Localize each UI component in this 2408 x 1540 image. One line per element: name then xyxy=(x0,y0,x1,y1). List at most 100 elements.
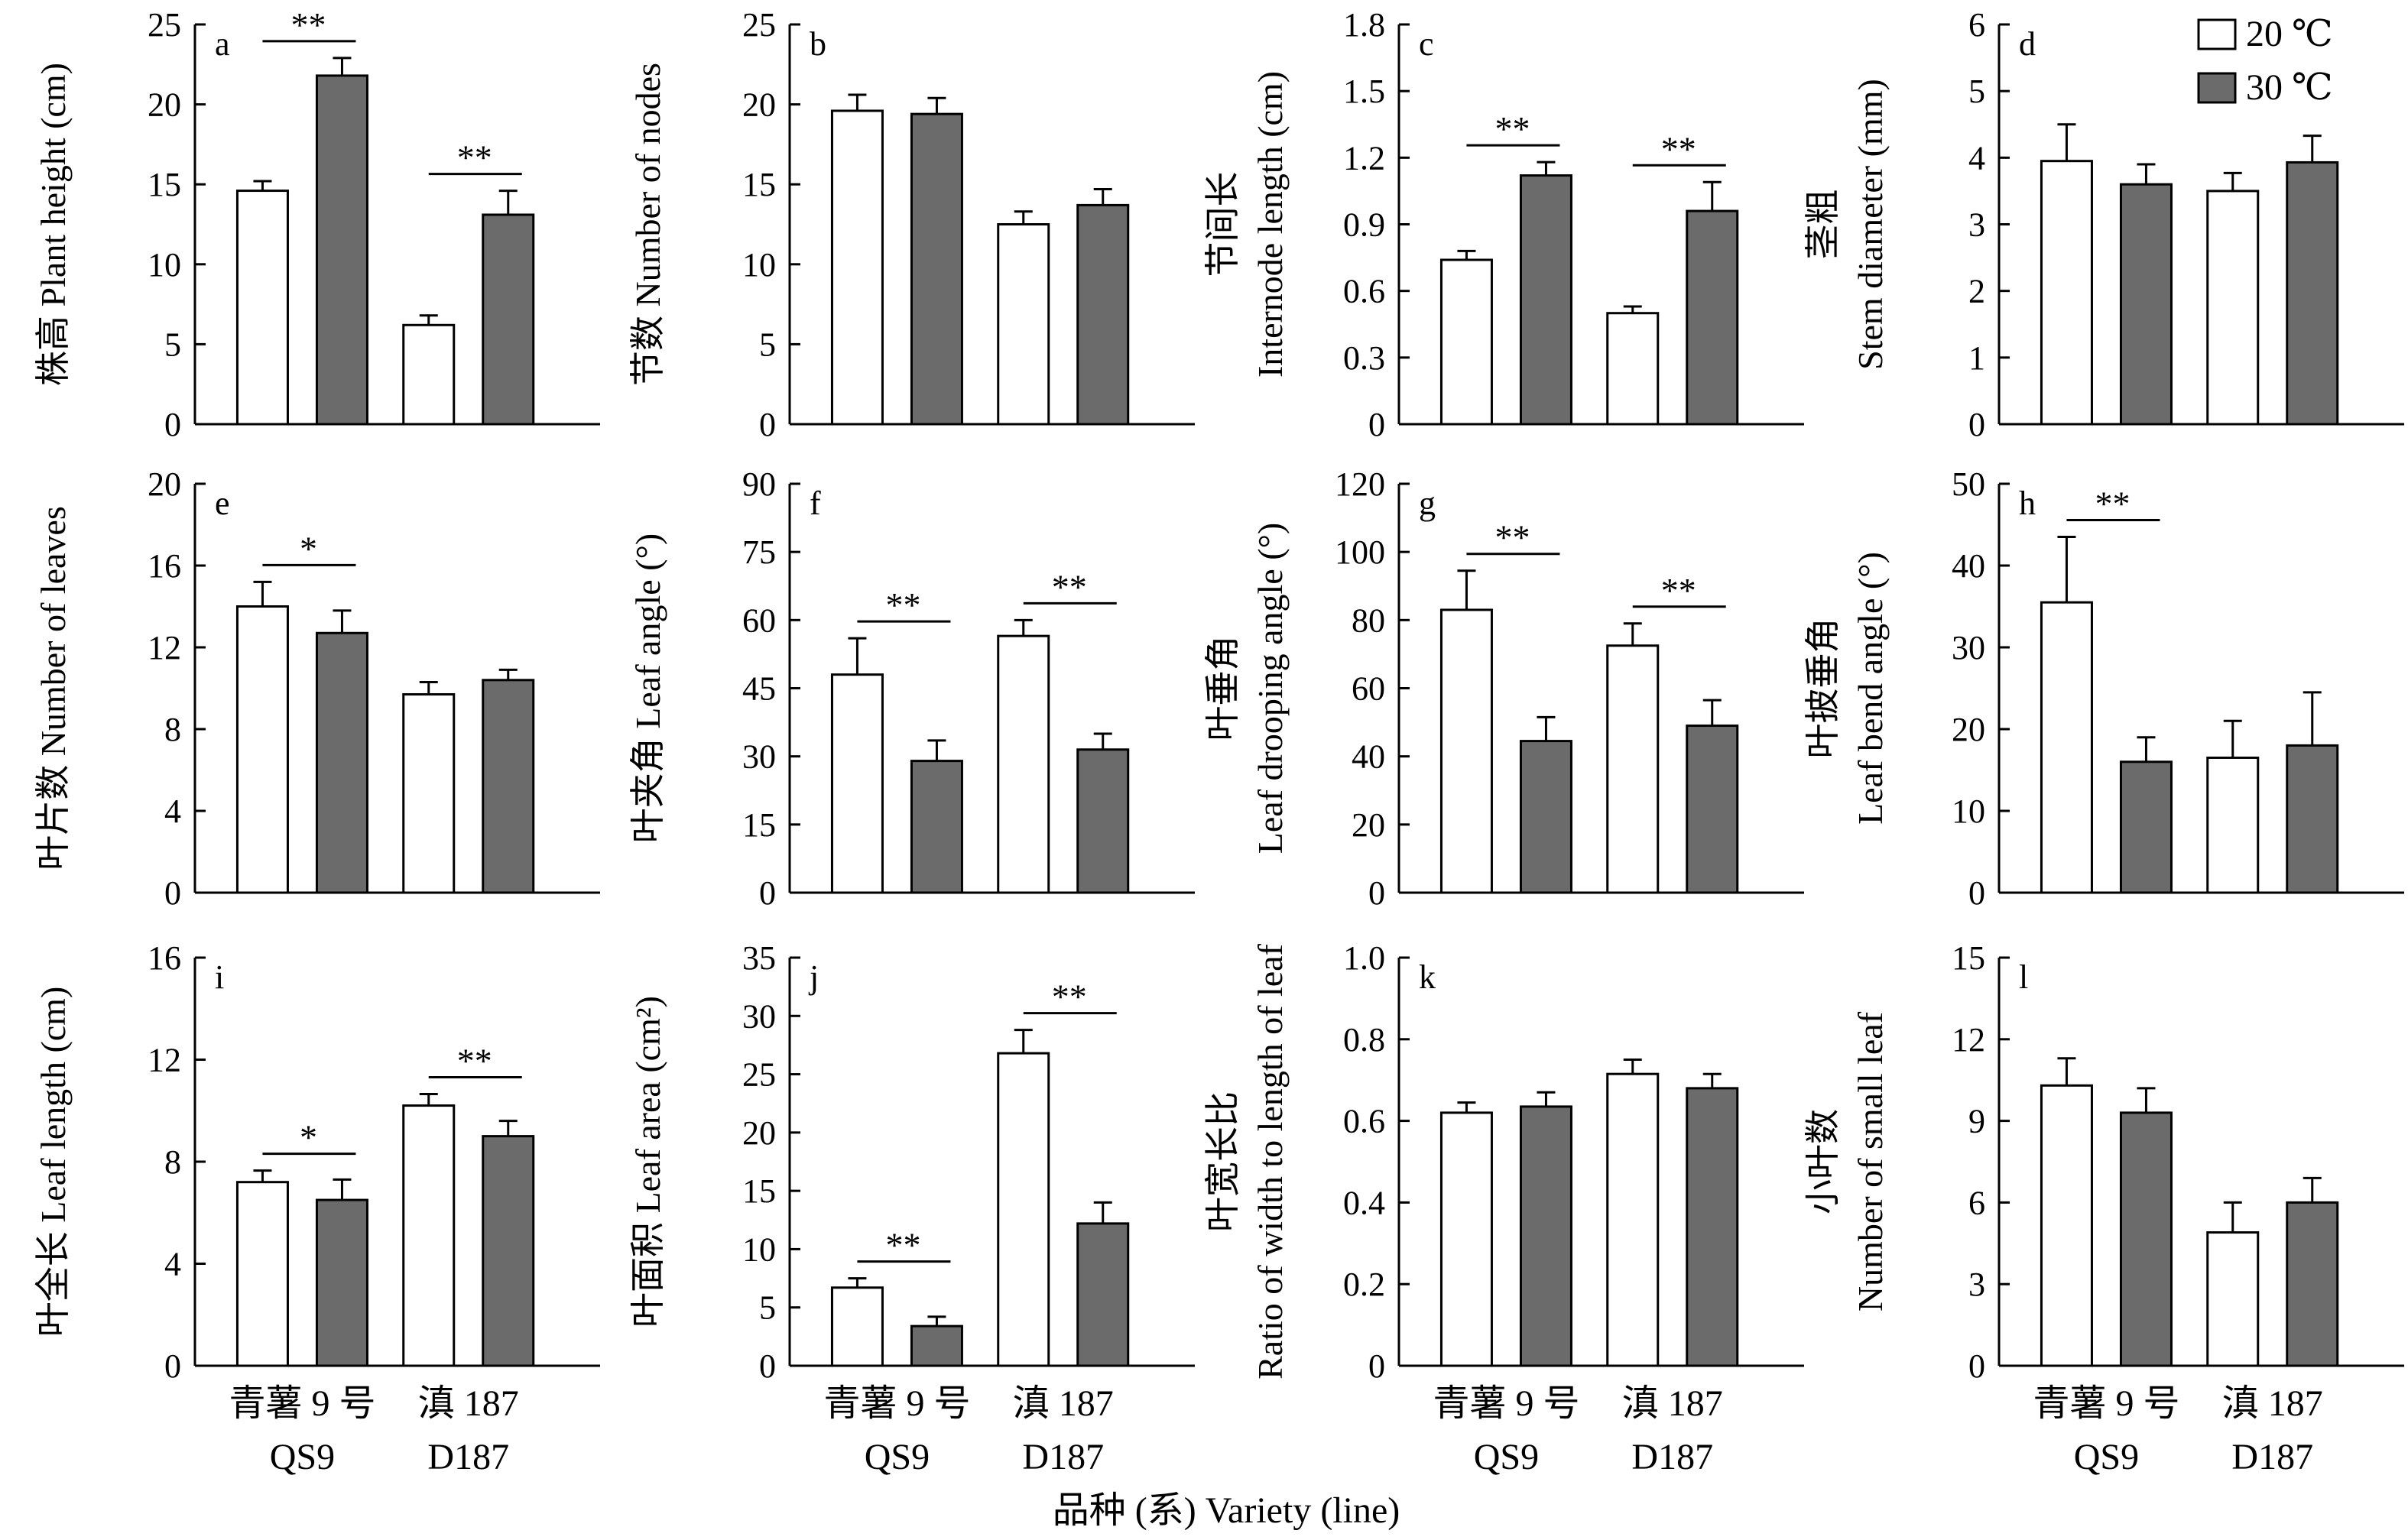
y-tick-label: 10 xyxy=(742,1230,776,1268)
category-label-en: QS9 xyxy=(865,1437,930,1477)
category-label-cn: 滇 187 xyxy=(2222,1383,2323,1424)
y-tick-label: 0 xyxy=(759,1347,776,1385)
y-tick-label: 100 xyxy=(1335,533,1385,571)
panel-letter: c xyxy=(1419,25,1434,63)
y-tick-label: 25 xyxy=(742,6,776,44)
bar-30c xyxy=(1686,1087,1739,1367)
bar-20c xyxy=(235,190,289,426)
y-tick-label: 5 xyxy=(164,326,181,363)
panel-b: 0 5 10 15 20 25 b 节数 Number of nodes xyxy=(628,6,1195,443)
y-tick-label: 0 xyxy=(1968,874,1985,912)
significance-mark: * xyxy=(300,1118,317,1157)
category-label-en: QS9 xyxy=(1474,1437,1539,1477)
bar-30c xyxy=(315,1198,368,1367)
panel-letter: d xyxy=(2019,25,2036,63)
bar-30c xyxy=(2119,760,2173,894)
category-label-cn: 滇 187 xyxy=(418,1383,519,1424)
bar-30c xyxy=(482,213,535,426)
significance-mark: ** xyxy=(1661,129,1696,168)
panel-h: 0 10 20 30 40 50 h 叶披垂角 Leaf bend angle (°) ** xyxy=(1803,465,2404,912)
y-tick-label: 25 xyxy=(148,6,181,44)
y-tick-label: 30 xyxy=(1952,629,1985,666)
panel-e: 0 4 8 12 16 20 e 叶片数 Number of leaves * xyxy=(34,465,600,912)
y-tick-label: 60 xyxy=(1352,670,1385,708)
panel-f: 0 15 30 45 60 75 90 f 叶夹角 Leaf angle (°) ** ** xyxy=(628,465,1195,912)
panel-a: 0 5 10 15 20 25 a 株高 Plant height (cm) ** ** xyxy=(34,5,600,443)
panel-letter: h xyxy=(2019,485,2036,522)
y-tick-label: 15 xyxy=(742,1172,776,1210)
y-tick-label: 0 xyxy=(164,874,181,912)
bar-30c xyxy=(1519,1105,1572,1367)
y-axis-label: 节间长 xyxy=(1203,172,1242,277)
significance-mark: ** xyxy=(885,585,920,624)
y-tick-label: 50 xyxy=(1952,465,1985,503)
y-tick-label: 30 xyxy=(742,738,776,776)
panel-l: 0 3 6 9 12 15 l 小叶数 Number of small leaf 青薯 9 号 QS… xyxy=(1803,939,2404,1477)
bar-20c xyxy=(830,109,884,426)
bar-30c xyxy=(2286,160,2339,426)
bar-20c xyxy=(997,1052,1050,1367)
y-tick-label: 15 xyxy=(1952,939,1985,977)
y-tick-label: 12 xyxy=(148,629,181,666)
bar-30c xyxy=(482,1135,535,1367)
y-tick-label: 20 xyxy=(742,1114,776,1152)
y-tick-label: 12 xyxy=(1952,1021,1985,1059)
y-tick-label: 0 xyxy=(1368,1347,1385,1385)
y-tick-label: 0 xyxy=(1368,406,1385,443)
y-tick-label: 8 xyxy=(164,1143,181,1181)
bar-30c xyxy=(482,679,535,894)
y-tick-label: 4 xyxy=(164,793,181,830)
bar-20c xyxy=(1606,312,1660,426)
y-tick-label: 0.8 xyxy=(1343,1021,1385,1059)
y-tick-label: 80 xyxy=(1352,601,1385,639)
panel-letter: g xyxy=(1419,485,1436,522)
y-axis-label: Stem diameter (mm) xyxy=(1851,79,1890,370)
bar-30c xyxy=(910,1324,963,1367)
significance-mark: ** xyxy=(885,1226,920,1265)
legend: 20 ℃ 30 ℃ xyxy=(2197,14,2333,108)
panel-g: 0 20 40 60 80 100 120 g 叶垂角 Leaf drooping angle (… xyxy=(1203,465,1804,912)
bar-20c xyxy=(830,1286,884,1367)
y-tick-label: 0 xyxy=(164,406,181,443)
bar-30c xyxy=(1076,1222,1130,1367)
y-tick-label: 0.6 xyxy=(1343,1103,1385,1140)
bar-20c xyxy=(1606,644,1660,894)
panel-d: 0 1 2 3 4 5 6d 茎粗 Stem diameter (mm) xyxy=(1803,6,2404,443)
y-tick-label: 5 xyxy=(759,326,776,363)
y-tick-label: 0.6 xyxy=(1343,273,1385,310)
legend-label-20c: 20 ℃ xyxy=(2246,14,2333,54)
y-tick-label: 6 xyxy=(1968,6,1985,44)
x-axis-title: 品种 (系) Variety (line) xyxy=(1053,1490,1400,1531)
y-tick-label: 20 xyxy=(148,86,181,124)
bar-20c xyxy=(2206,756,2260,894)
y-tick-label: 0 xyxy=(1968,1347,1985,1385)
y-axis-label: 叶片数 Number of leaves xyxy=(34,506,73,871)
y-tick-label: 9 xyxy=(1968,1103,1985,1140)
y-tick-label: 30 xyxy=(742,997,776,1035)
category-label-cn: 滇 187 xyxy=(1013,1383,1114,1424)
y-tick-label: 16 xyxy=(148,939,181,977)
bar-20c xyxy=(1606,1072,1660,1367)
bar-20c xyxy=(2040,601,2093,894)
y-tick-label: 4 xyxy=(1968,139,1985,177)
significance-mark: ** xyxy=(1661,571,1696,610)
y-axis-label: 叶宽长比 xyxy=(1203,1091,1242,1232)
y-axis-label: 茎粗 xyxy=(1803,190,1842,260)
bar-30c xyxy=(315,631,368,894)
y-tick-label: 10 xyxy=(1952,793,1985,830)
panel-letter: i xyxy=(215,958,224,996)
panel-c: 0 0.3 0.6 0.9 1.2 1.5 1.8 c 节间长 Internode length … xyxy=(1203,6,1804,443)
bar-30c xyxy=(1076,203,1130,426)
legend-swatch-30c xyxy=(2197,72,2237,104)
bar-30c xyxy=(1686,725,1739,894)
bar-20c xyxy=(2040,160,2093,426)
y-axis-label: Internode length (cm) xyxy=(1251,71,1290,378)
y-tick-label: 8 xyxy=(164,711,181,748)
y-tick-label: 20 xyxy=(1352,806,1385,844)
bar-20c xyxy=(402,693,456,894)
y-tick-label: 3 xyxy=(1968,1266,1985,1303)
y-tick-label: 0 xyxy=(759,874,776,912)
panel-k: 0 0.2 0.4 0.6 0.8 1.0 k 叶宽长比 Ratio of width to l… xyxy=(1203,939,1804,1477)
